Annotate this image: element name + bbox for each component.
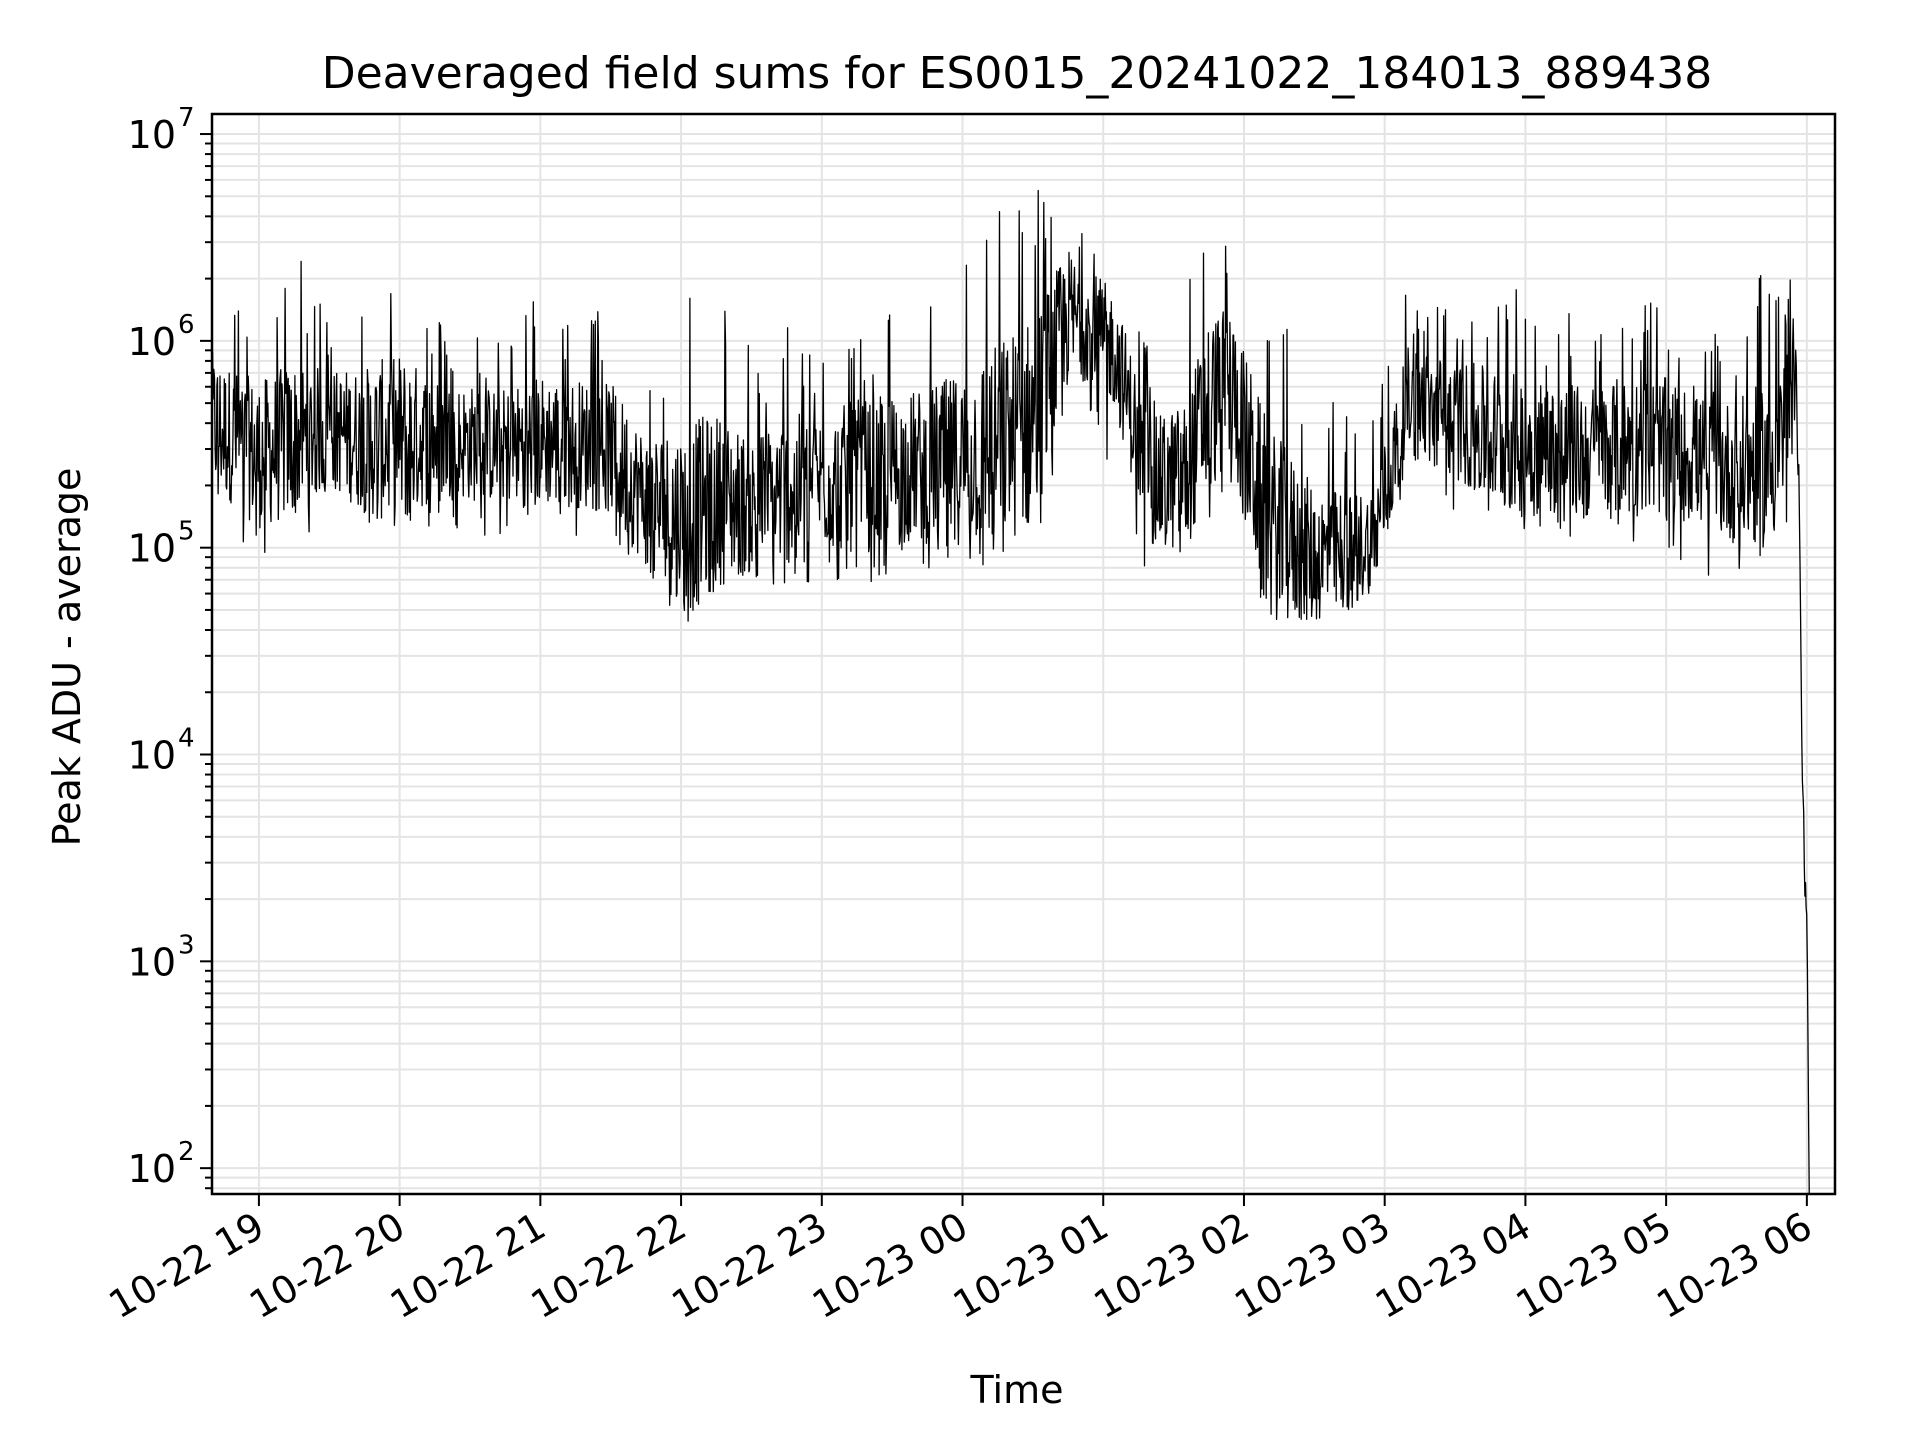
y-axis-label: Peak ADU - average [45,468,89,847]
y-tick-exponent: 7 [178,103,195,133]
y-tick-label: 10 [128,113,176,157]
y-tick-label: 10 [128,734,176,778]
y-tick-label: 10 [128,1147,176,1191]
x-axis-label: Time [970,1368,1064,1412]
y-tick-exponent: 2 [178,1137,195,1167]
y-tick-label: 10 [128,527,176,571]
grid-lines [212,114,1835,1194]
data-series [211,189,1810,1194]
y-tick-exponent: 5 [178,517,195,547]
y-tick-exponent: 6 [178,310,195,340]
plot-frame [210,112,1837,1196]
y-tick-label: 10 [128,940,176,984]
y-tick-exponent: 4 [178,724,195,754]
y-tick-exponent: 3 [178,930,195,960]
series-line [211,189,1810,1194]
y-tick-label: 10 [128,320,176,364]
chart-title: Deaveraged field sums for ES0015_2024102… [322,48,1713,99]
